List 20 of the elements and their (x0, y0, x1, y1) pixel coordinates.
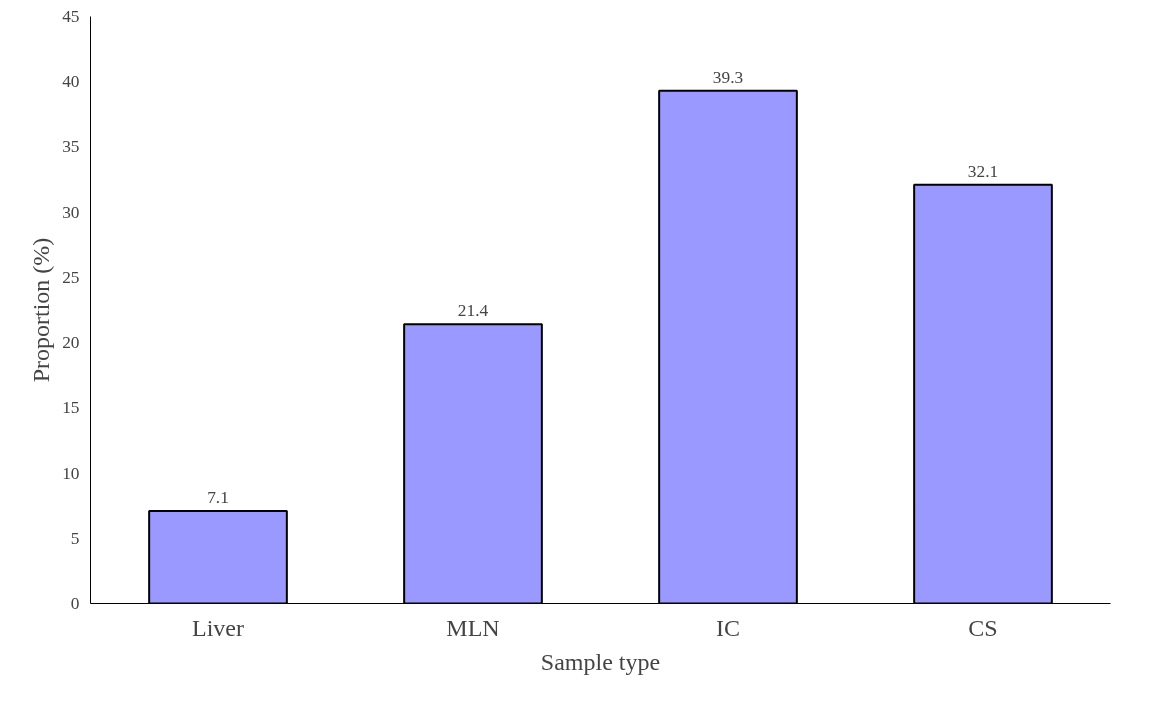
x-tick-label: MLN (446, 614, 500, 641)
data-label: 32.1 (967, 161, 999, 181)
y-tick-label: 20 (62, 333, 80, 353)
data-label: 39.3 (712, 67, 744, 87)
x-tick-label: IC (716, 614, 740, 641)
data-label: 7.1 (207, 487, 229, 507)
data-label: 21.4 (457, 301, 489, 321)
y-tick-label: 0 (70, 594, 80, 613)
x-tick-label: CS (968, 614, 998, 641)
y-axis-title: Proportion (%) (28, 237, 55, 383)
y-tick-label: 25 (62, 267, 80, 287)
x-tick-label: Liver (192, 614, 244, 641)
y-tick-label: 45 (62, 7, 80, 26)
y-tick-label: 40 (62, 72, 80, 92)
y-tick-label: 30 (62, 202, 80, 222)
y-tick-label: 5 (70, 528, 80, 548)
y-tick-label: 10 (62, 463, 80, 483)
y-tick-label: 35 (62, 137, 80, 157)
x-axis-title: Sample type (540, 648, 661, 675)
y-tick-label: 15 (62, 398, 80, 418)
